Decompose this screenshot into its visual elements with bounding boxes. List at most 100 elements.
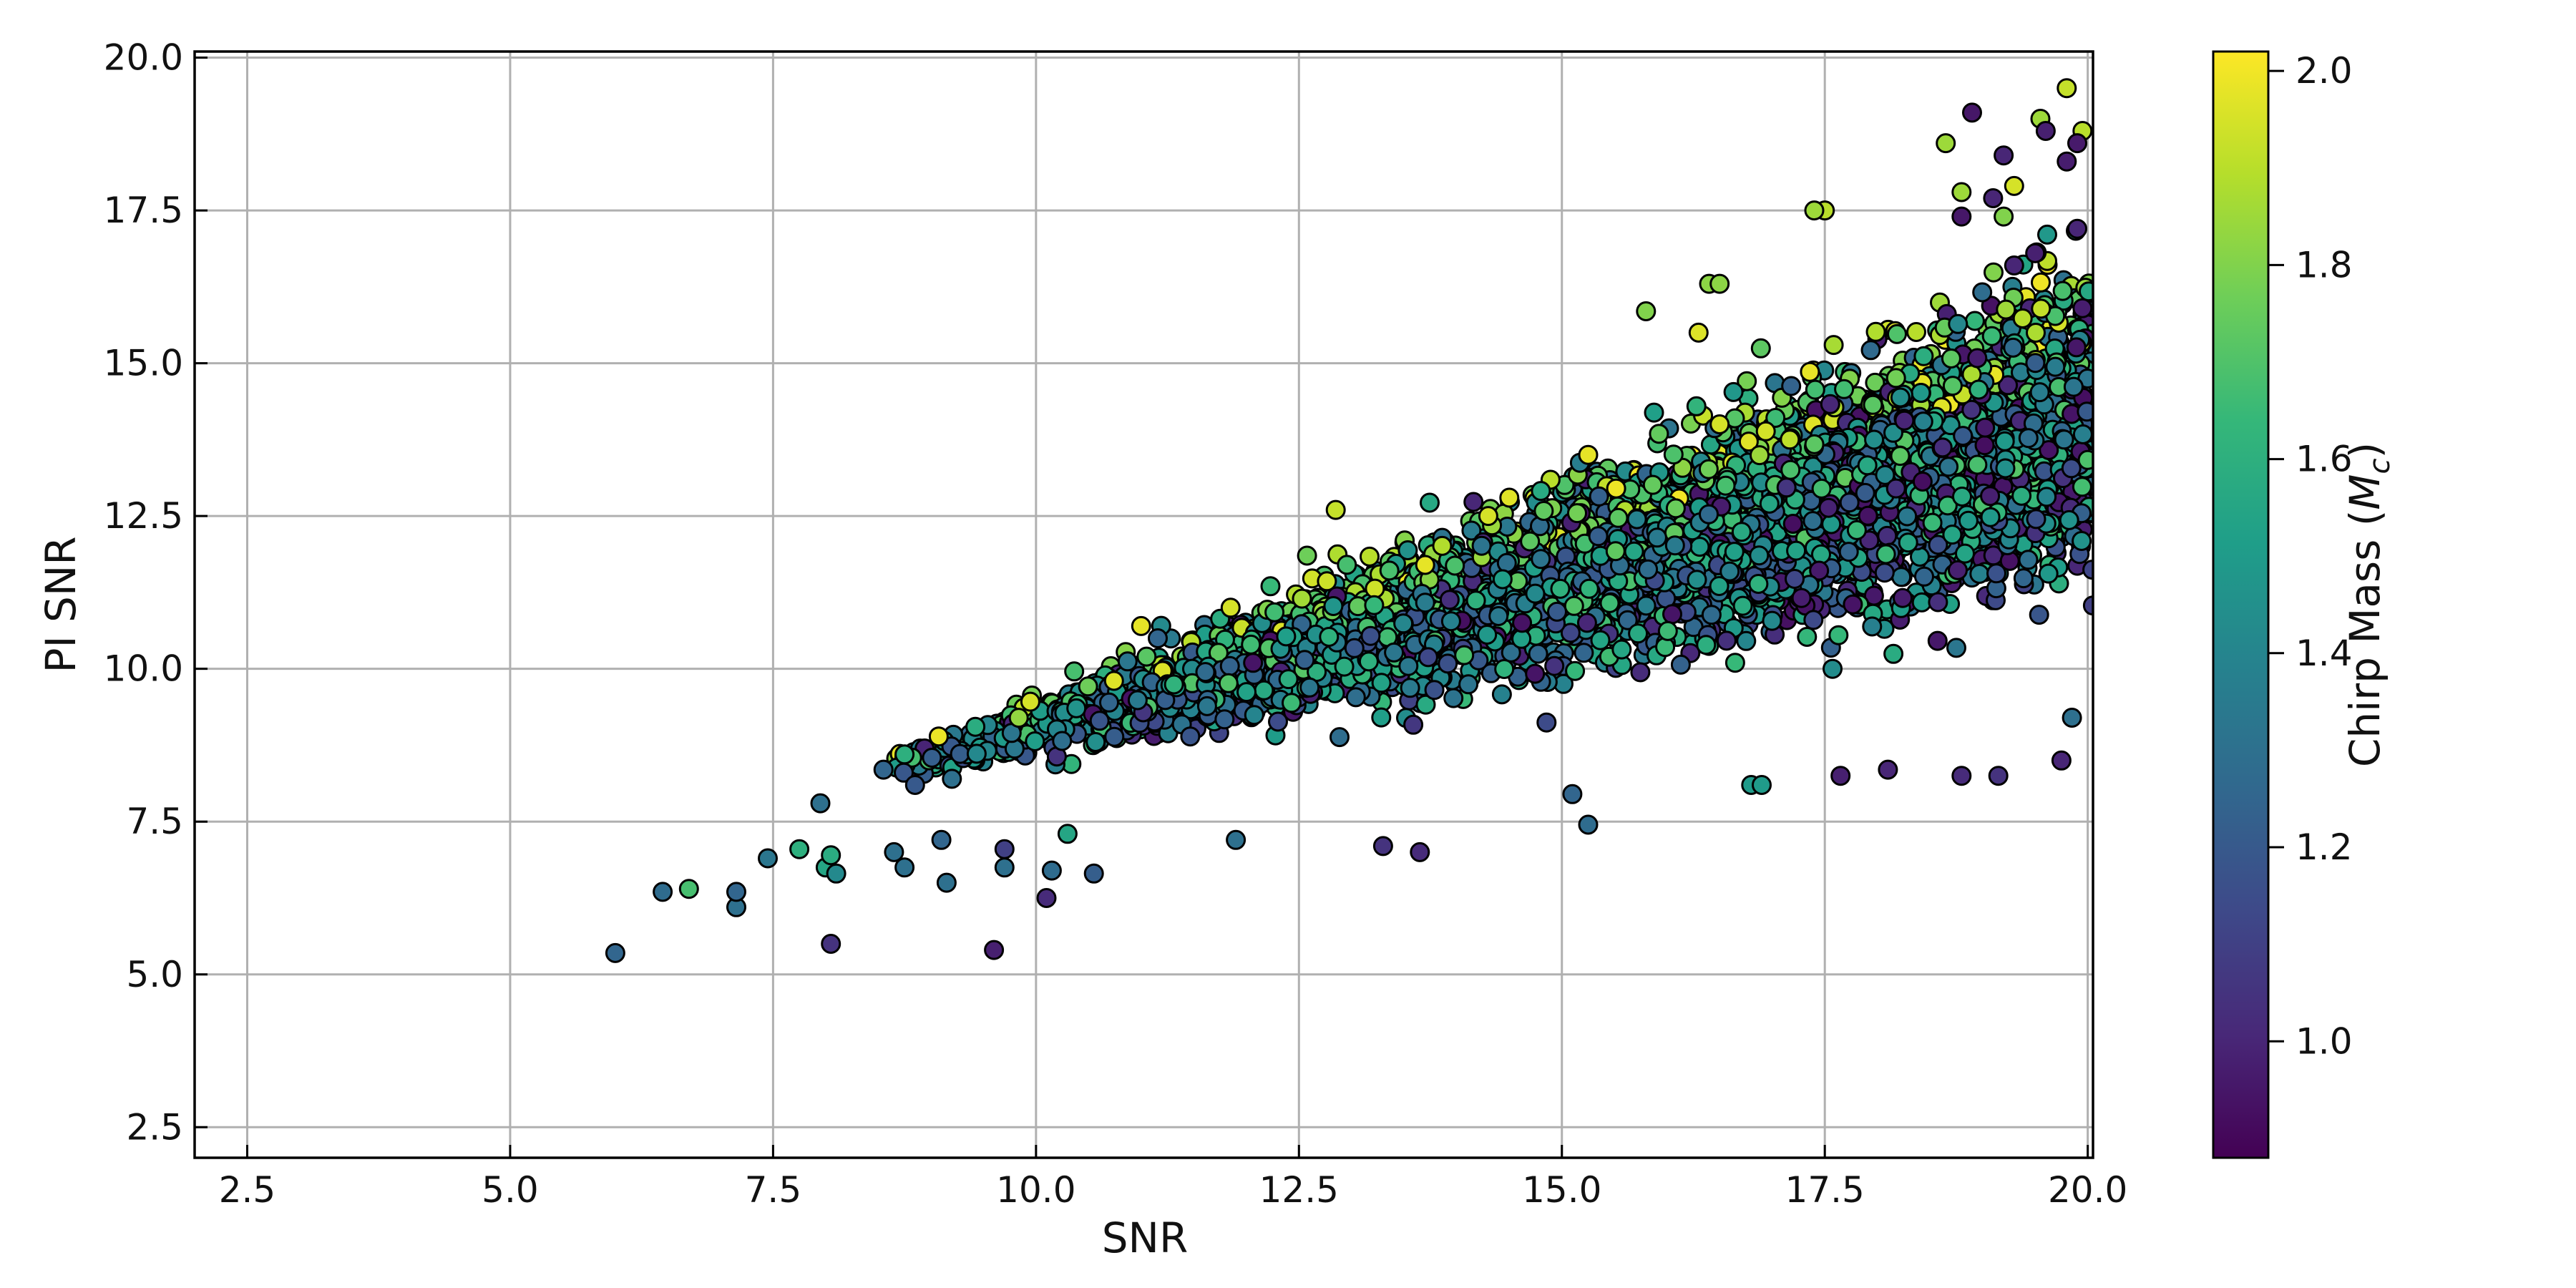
scatter-point	[1531, 549, 1551, 570]
scatter-point	[2066, 337, 2087, 358]
scatter-point	[1085, 732, 1106, 752]
scatter-point	[1136, 646, 1157, 667]
scatter-point	[1981, 326, 2002, 346]
scatter-point	[2031, 272, 2051, 293]
scatter-point	[1860, 340, 1881, 361]
scatter-point	[1438, 653, 1458, 674]
scatter-point	[1360, 546, 1380, 567]
scatter-point	[1670, 654, 1691, 675]
scatter-point	[1371, 673, 1392, 693]
scatter-point	[1898, 532, 1918, 553]
scatter-point	[950, 743, 970, 764]
scatter-point	[2029, 605, 2049, 625]
scatter-point	[1099, 692, 1119, 713]
scatter-point	[1657, 620, 1678, 641]
scatter-point	[2038, 563, 2059, 584]
scatter-point	[1843, 594, 1863, 615]
scatter-point	[1946, 638, 1966, 658]
scatter-point	[1797, 627, 1818, 647]
scatter-point	[2018, 428, 2039, 449]
scatter-point	[2018, 550, 2039, 570]
scatter-point	[1724, 653, 1745, 673]
scatter-point	[1420, 492, 1440, 513]
scatter-point	[1687, 570, 1707, 590]
scatter-point	[2072, 424, 2093, 444]
scatter-point	[1865, 372, 1885, 393]
scatter-point	[1723, 381, 1744, 402]
scatter-point	[1828, 625, 1849, 645]
scatter-point	[1379, 560, 1400, 581]
scatter-point	[1463, 492, 1484, 512]
scatter-point	[1890, 446, 1911, 467]
scatter-point	[1967, 454, 1988, 475]
scatter-point	[1180, 726, 1201, 747]
scatter-point	[2052, 280, 2073, 301]
scatter-point	[1941, 348, 1961, 369]
scatter-point	[1531, 481, 1551, 502]
scatter-point	[1219, 655, 1240, 676]
scatter-point	[1887, 323, 1907, 344]
scatter-point	[1894, 410, 1915, 431]
scatter-point	[1762, 610, 1782, 631]
scatter-point	[1686, 396, 1707, 416]
scatter-point	[1996, 299, 2016, 320]
scatter-point	[1885, 368, 1906, 389]
scatter-point	[1574, 643, 1594, 663]
scatter-point	[1278, 669, 1299, 690]
scatter-point	[1874, 562, 1895, 583]
scatter-point	[1439, 590, 1460, 610]
scatter-point	[1644, 402, 1664, 423]
scatter-point	[1958, 510, 1979, 531]
scatter-point	[1525, 663, 1546, 684]
scatter-point	[1865, 321, 1886, 342]
scatter-point	[1800, 361, 1820, 382]
data-points	[605, 78, 2093, 963]
scatter-point	[2079, 281, 2093, 302]
scatter-point	[1403, 714, 1424, 735]
scatter-point	[1922, 512, 1943, 533]
scatter-point	[1974, 435, 1995, 456]
scatter-point	[1823, 658, 1843, 679]
scatter-point	[1906, 322, 1926, 342]
scatter-point	[1834, 379, 1855, 399]
scatter-point	[1891, 567, 1912, 587]
scatter-point	[1443, 688, 1464, 708]
scatter-point	[1864, 429, 1885, 450]
scatter-point	[1863, 394, 1883, 415]
scatter-point	[1805, 379, 1825, 400]
scatter-point	[1345, 687, 1366, 708]
scatter-point	[1665, 498, 1686, 519]
scatter-point	[1780, 429, 1800, 450]
scatter-point	[1292, 588, 1312, 609]
scatter-point	[1064, 661, 1085, 682]
scatter-point	[1986, 563, 2006, 584]
scatter-point	[1927, 630, 1948, 651]
scatter-point	[2037, 224, 2057, 245]
scatter-point	[1589, 486, 1609, 507]
scatter-point	[1984, 262, 2004, 283]
scatter-point	[1914, 566, 1934, 587]
scatter-point	[2072, 477, 2092, 497]
scatter-point	[1297, 545, 1317, 566]
scatter-point	[2026, 323, 2046, 343]
scatter-point	[1649, 424, 1669, 444]
scatter-point	[1964, 311, 1985, 331]
scatter-point	[1932, 437, 1953, 458]
scatter-point	[1823, 335, 1844, 356]
scatter-point	[1636, 595, 1657, 616]
scatter-point	[1655, 637, 1676, 658]
scatter-point	[1969, 564, 1990, 584]
scatter-point	[1512, 613, 1533, 633]
scatter-point	[1536, 712, 1557, 733]
scatter-point	[1078, 676, 1098, 697]
scatter-point	[1268, 711, 1288, 732]
scatter-point	[1148, 628, 1168, 648]
scatter-point	[1337, 555, 1357, 575]
scatter-point	[2036, 487, 2057, 507]
scatter-point	[1626, 509, 1647, 530]
scatter-point	[1883, 643, 1904, 664]
scatter-point	[2012, 308, 2033, 328]
scatter-point	[2003, 337, 2024, 358]
scatter-point	[1781, 376, 1802, 396]
scatter-point	[1491, 684, 1512, 705]
